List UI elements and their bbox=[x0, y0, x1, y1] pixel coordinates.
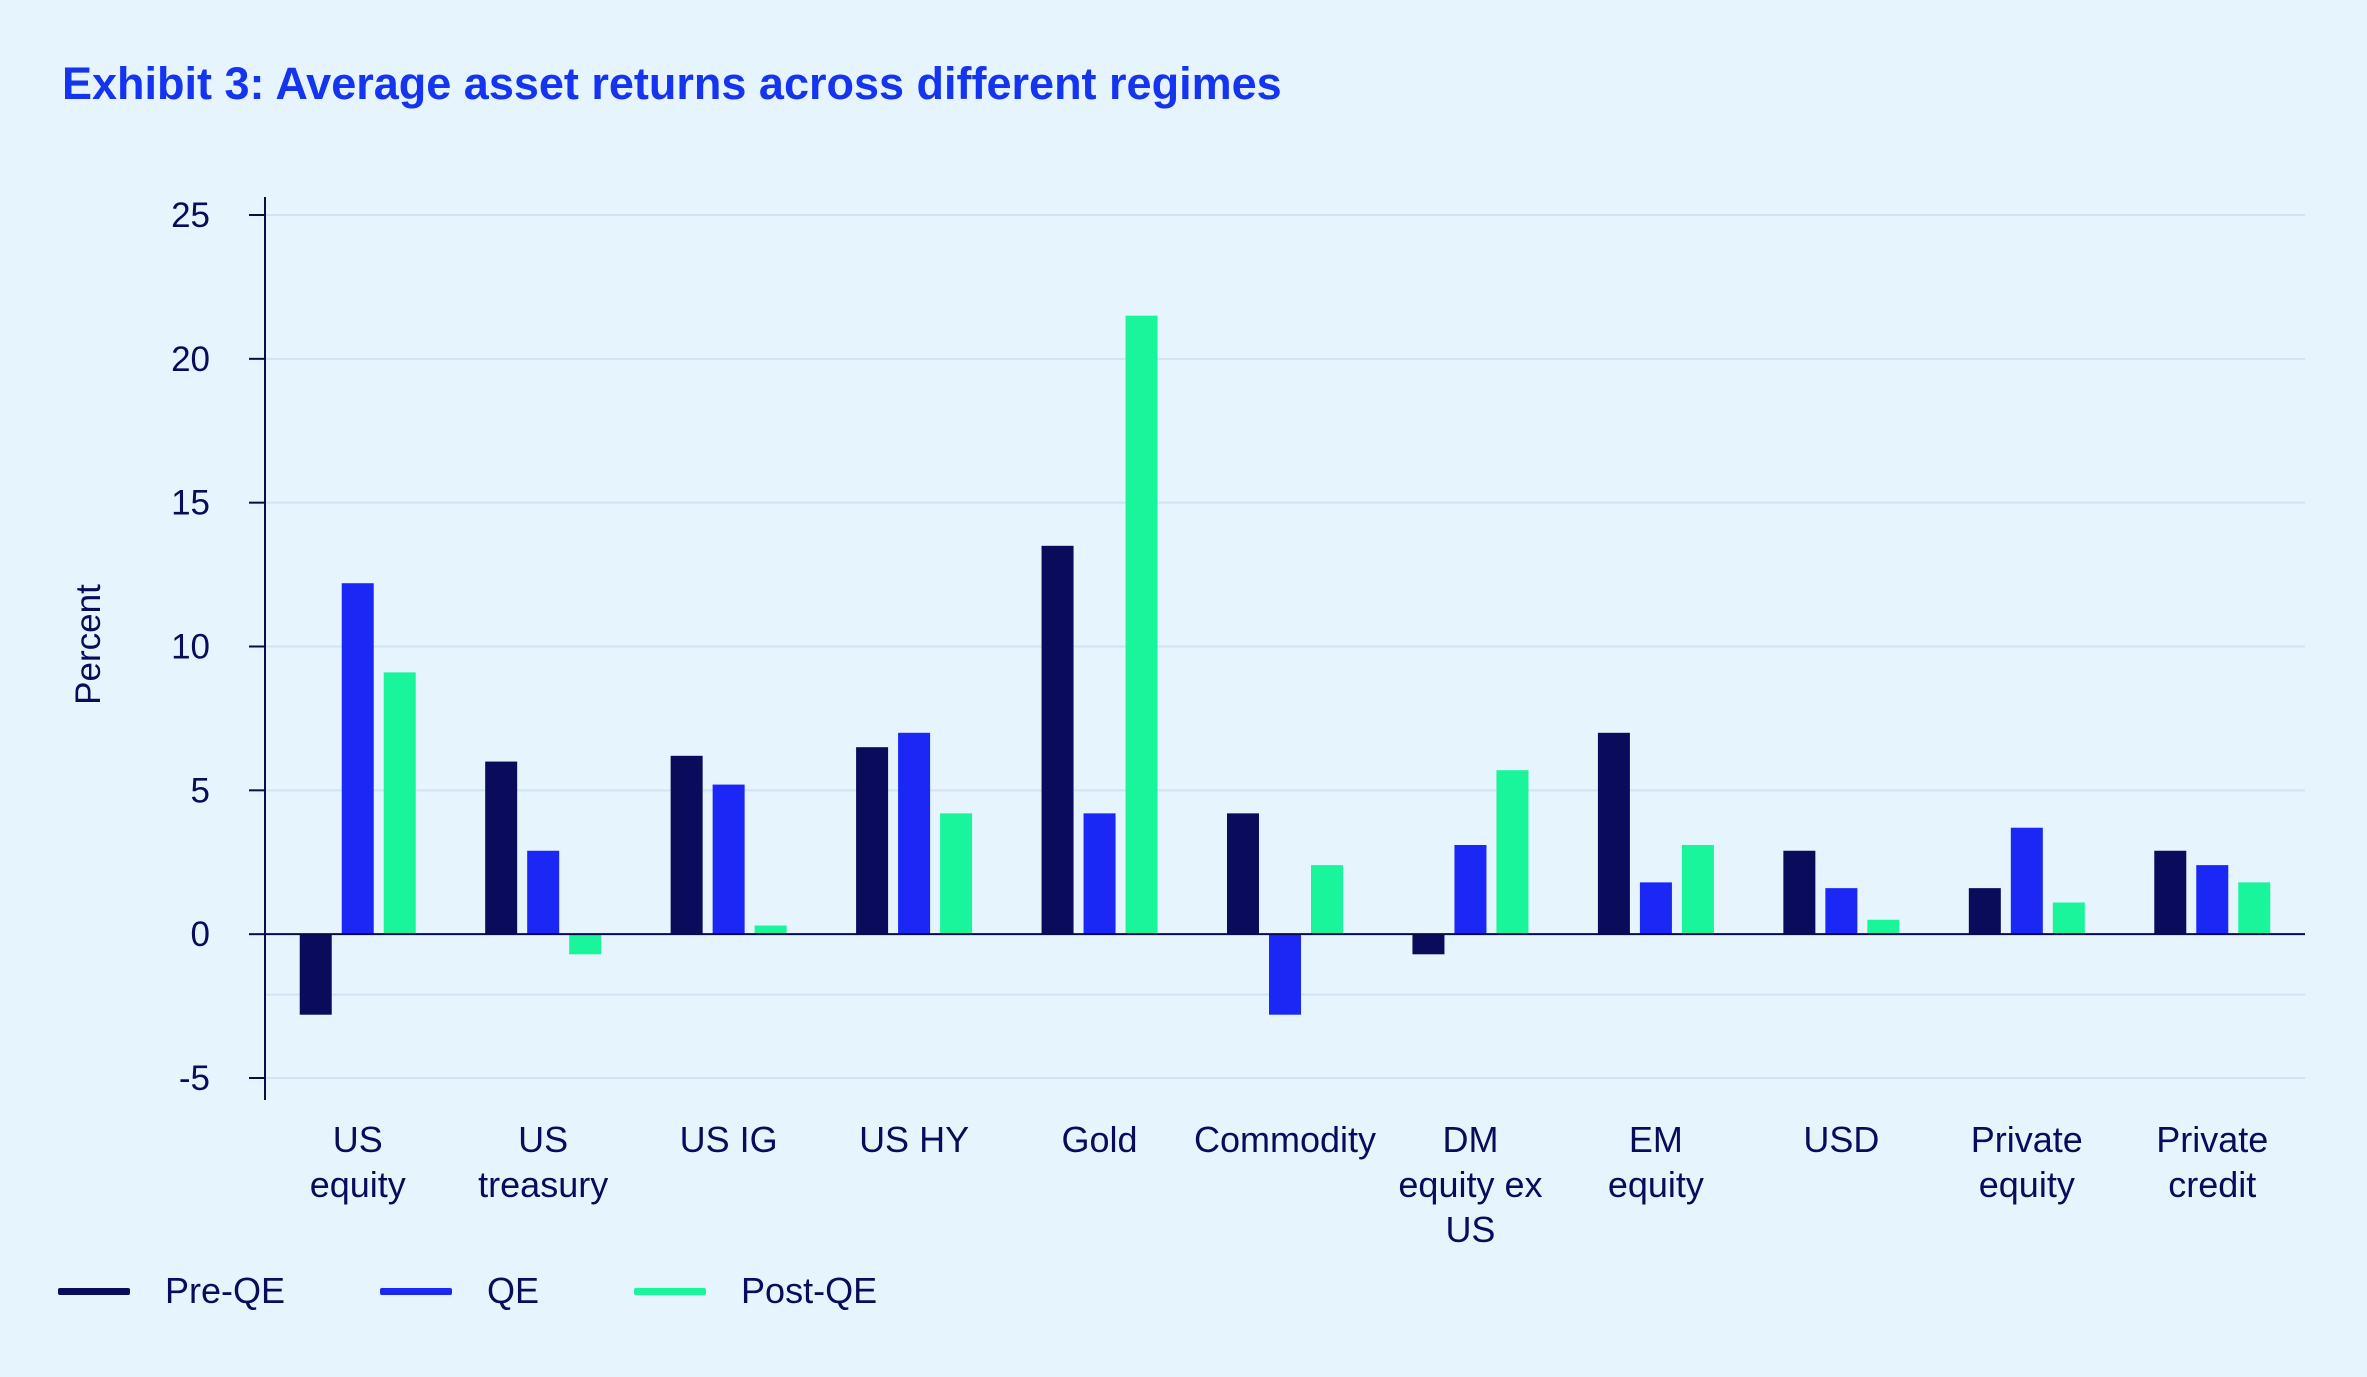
bar-post-qe-9 bbox=[2052, 902, 2085, 935]
bar-pre-qe-0 bbox=[299, 934, 332, 1015]
x-tick-label-line: Private bbox=[2156, 1119, 2268, 1160]
x-tick-label-line: EM bbox=[1629, 1119, 1683, 1160]
x-tick-label: Private credit bbox=[2156, 1119, 2268, 1205]
x-tick-label: EM equity bbox=[1608, 1119, 1704, 1205]
bar-pre-qe-3 bbox=[856, 747, 889, 935]
legend-item-post-qe: Post-QE bbox=[634, 1270, 877, 1312]
y-tick-label: 15 bbox=[171, 484, 210, 523]
x-tick-label-line: equity ex bbox=[1398, 1164, 1542, 1205]
bar-post-qe-4 bbox=[1125, 315, 1158, 935]
x-tick-label: Gold bbox=[1062, 1119, 1138, 1160]
axes bbox=[249, 197, 2305, 1100]
legend-item-pre-qe: Pre-QE bbox=[58, 1270, 285, 1312]
bar-post-qe-7 bbox=[1681, 844, 1714, 935]
x-tick-label-line: USD bbox=[1803, 1119, 1879, 1160]
legend-label-qe: QE bbox=[487, 1270, 540, 1311]
bar-post-qe-6 bbox=[1496, 770, 1529, 935]
bar-qe-8 bbox=[1825, 888, 1858, 935]
chart-title: Exhibit 3: Average asset returns across … bbox=[62, 58, 1282, 109]
y-axis-label: Percent bbox=[69, 584, 108, 705]
bar-qe-6 bbox=[1454, 844, 1487, 935]
x-tick-label-line: US bbox=[518, 1119, 568, 1160]
x-tick-label-line: Private bbox=[1971, 1119, 2083, 1160]
x-tick-label-line: Gold bbox=[1062, 1119, 1138, 1160]
bar-qe-3 bbox=[898, 732, 931, 935]
legend: Pre-QE QE Post-QE bbox=[58, 1270, 972, 1312]
x-tick-label: Private equity bbox=[1971, 1119, 2083, 1205]
bar-qe-2 bbox=[712, 784, 745, 935]
x-tick-label-line: equity bbox=[1608, 1164, 1704, 1205]
y-tick-label: -5 bbox=[179, 1059, 210, 1098]
bar-pre-qe-8 bbox=[1783, 850, 1816, 935]
y-tick-label: 10 bbox=[171, 628, 210, 667]
y-tick-label: 20 bbox=[171, 340, 210, 379]
x-tick-label-line: equity bbox=[1979, 1164, 2075, 1205]
bar-post-qe-5 bbox=[1311, 865, 1343, 935]
y-tick-label: 0 bbox=[191, 915, 210, 954]
x-tick-label: US equity bbox=[310, 1119, 406, 1205]
legend-label-pre-qe: Pre-QE bbox=[165, 1270, 286, 1311]
bar-pre-qe-2 bbox=[670, 755, 703, 935]
bar-post-qe-2 bbox=[754, 925, 787, 935]
x-tick-label: DM equity ex US bbox=[1398, 1119, 1542, 1250]
x-tick-label-line: treasury bbox=[478, 1164, 608, 1205]
x-tick-label-line: US bbox=[1445, 1209, 1495, 1250]
x-tick-label: US treasury bbox=[478, 1119, 608, 1205]
legend-swatch-qe bbox=[380, 1287, 453, 1295]
bar-qe-5 bbox=[1269, 934, 1301, 1015]
bar-post-qe-0 bbox=[383, 672, 416, 935]
bar-post-qe-3 bbox=[940, 813, 973, 935]
legend-label-post-qe: Post-QE bbox=[741, 1270, 878, 1311]
bar-pre-qe-9 bbox=[1968, 888, 2001, 935]
bar-qe-1 bbox=[527, 850, 560, 935]
x-tick-label-line: credit bbox=[2168, 1164, 2256, 1205]
legend-swatch-post-qe bbox=[634, 1287, 707, 1295]
x-tick-label-line: US HY bbox=[859, 1119, 969, 1160]
x-tick-label-line: US bbox=[333, 1119, 383, 1160]
x-tick-label-line: DM bbox=[1442, 1119, 1498, 1160]
legend-item-qe: QE bbox=[380, 1270, 539, 1312]
legend-swatch-pre-qe bbox=[58, 1287, 130, 1295]
bar-post-qe-1 bbox=[569, 934, 602, 955]
bar-qe-4 bbox=[1083, 813, 1116, 935]
x-tick-label: USD bbox=[1803, 1119, 1879, 1160]
bar-pre-qe-5 bbox=[1227, 813, 1259, 935]
x-tick-label: Commodity bbox=[1194, 1119, 1376, 1160]
x-tick-label: US HY bbox=[859, 1119, 969, 1160]
bar-qe-7 bbox=[1639, 882, 1672, 935]
y-tick-label: 5 bbox=[191, 771, 210, 810]
y-tick-label: 25 bbox=[171, 196, 210, 235]
bar-pre-qe-10 bbox=[2154, 850, 2187, 935]
x-tick-label-line: US IG bbox=[680, 1119, 778, 1160]
bar-post-qe-8 bbox=[1867, 919, 1900, 935]
grid-lines bbox=[265, 214, 2305, 1079]
bar-pre-qe-6 bbox=[1412, 934, 1445, 955]
bar-pre-qe-1 bbox=[485, 761, 518, 935]
x-tick-label: US IG bbox=[680, 1119, 778, 1160]
bar-qe-10 bbox=[2196, 865, 2229, 935]
bar-post-qe-10 bbox=[2238, 882, 2271, 935]
bar-qe-0 bbox=[341, 583, 374, 935]
bar-qe-9 bbox=[2010, 827, 2043, 935]
x-tick-label-line: equity bbox=[310, 1164, 406, 1205]
bar-pre-qe-7 bbox=[1597, 732, 1630, 935]
bar-pre-qe-4 bbox=[1041, 545, 1074, 935]
x-tick-label-line: Commodity bbox=[1194, 1119, 1376, 1160]
bars bbox=[299, 315, 2271, 1015]
